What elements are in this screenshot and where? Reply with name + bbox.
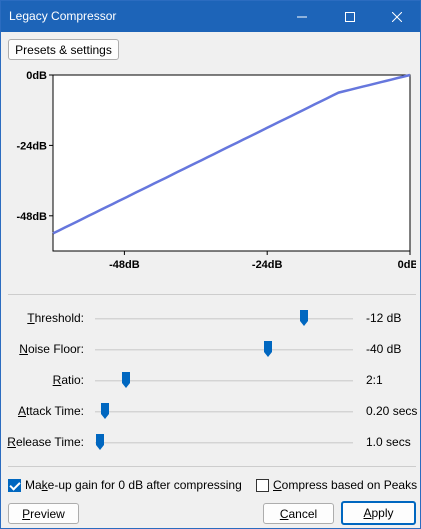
slider-value: -12 dB	[366, 311, 402, 325]
close-icon	[391, 11, 402, 22]
slider-label: Noise Floor:	[19, 342, 84, 356]
makeup-gain-checkbox[interactable]	[8, 478, 21, 492]
preview-hotkey: P	[22, 506, 31, 521]
section-divider	[8, 466, 416, 467]
slider-thumb[interactable]	[100, 402, 110, 420]
compression-curve	[52, 73, 411, 235]
title-bar[interactable]: Legacy Compressor	[1, 1, 420, 32]
makeup-gain-option[interactable]: Make-up gain for 0 dB after compressing	[8, 477, 242, 493]
slider-track[interactable]	[95, 442, 353, 444]
slider-track[interactable]	[95, 349, 353, 351]
x-tick-label: 0dB	[398, 259, 416, 271]
y-tick-label: 0dB	[26, 70, 47, 82]
section-divider	[8, 294, 416, 295]
x-tick-label: -48dB	[109, 259, 140, 271]
slider-thumb[interactable]	[121, 371, 131, 389]
slider-row: Noise Floor: -40 dB	[1, 338, 421, 362]
slider-row: Attack Time: 0.20 secs	[1, 400, 421, 424]
slider-track[interactable]	[95, 411, 353, 413]
plot-area	[52, 74, 411, 252]
slider-track[interactable]	[95, 318, 353, 320]
makeup-gain-label: Make-up gain for 0 dB after compressing	[25, 478, 242, 492]
slider-label: Threshold:	[27, 311, 84, 325]
apply-label: pply	[371, 506, 394, 520]
y-tick-label: -48dB	[16, 211, 47, 223]
slider-value: 1.0 secs	[366, 435, 411, 449]
slider-value: -40 dB	[366, 342, 402, 356]
slider-value: 2:1	[366, 373, 383, 387]
cancel-label: ancel	[288, 506, 318, 521]
cancel-hotkey: C	[279, 506, 289, 521]
close-button[interactable]	[374, 1, 419, 32]
compress-peaks-label: Compress based on Peaks	[273, 478, 418, 492]
slider-value: 0.20 secs	[366, 404, 418, 418]
maximize-icon	[344, 11, 355, 22]
preview-label: review	[30, 506, 65, 521]
compression-curve-graph: 0dB -24dB -48dB -48dB -24dB 0dB	[8, 65, 416, 279]
slider-thumb[interactable]	[299, 309, 309, 327]
apply-hotkey: A	[363, 506, 372, 520]
compress-peaks-option[interactable]: Compress based on Peaks	[256, 477, 417, 493]
curve-plot: 0dB -24dB -48dB -48dB -24dB 0dB	[16, 70, 416, 271]
minimize-button[interactable]	[279, 1, 324, 32]
x-tick-label: -24dB	[252, 259, 283, 271]
presets-settings-button[interactable]: Presets & settings	[8, 39, 119, 60]
y-tick-label: -24dB	[16, 140, 47, 152]
slider-thumb[interactable]	[263, 340, 273, 358]
maximize-button[interactable]	[327, 1, 372, 32]
compress-peaks-checkbox[interactable]	[256, 478, 269, 492]
slider-label: Attack Time:	[17, 404, 84, 418]
slider-thumb[interactable]	[95, 433, 105, 451]
slider-label: Ratio:	[52, 373, 84, 387]
slider-row: Threshold: -12 dB	[1, 307, 421, 331]
window-title: Legacy Compressor	[9, 9, 117, 23]
slider-row: Ratio: 2:1	[1, 369, 421, 393]
slider-row: Release Time: 1.0 secs	[1, 431, 421, 455]
slider-track[interactable]	[95, 380, 353, 382]
slider-label: Release Time:	[7, 435, 84, 449]
minimize-icon	[296, 16, 307, 17]
